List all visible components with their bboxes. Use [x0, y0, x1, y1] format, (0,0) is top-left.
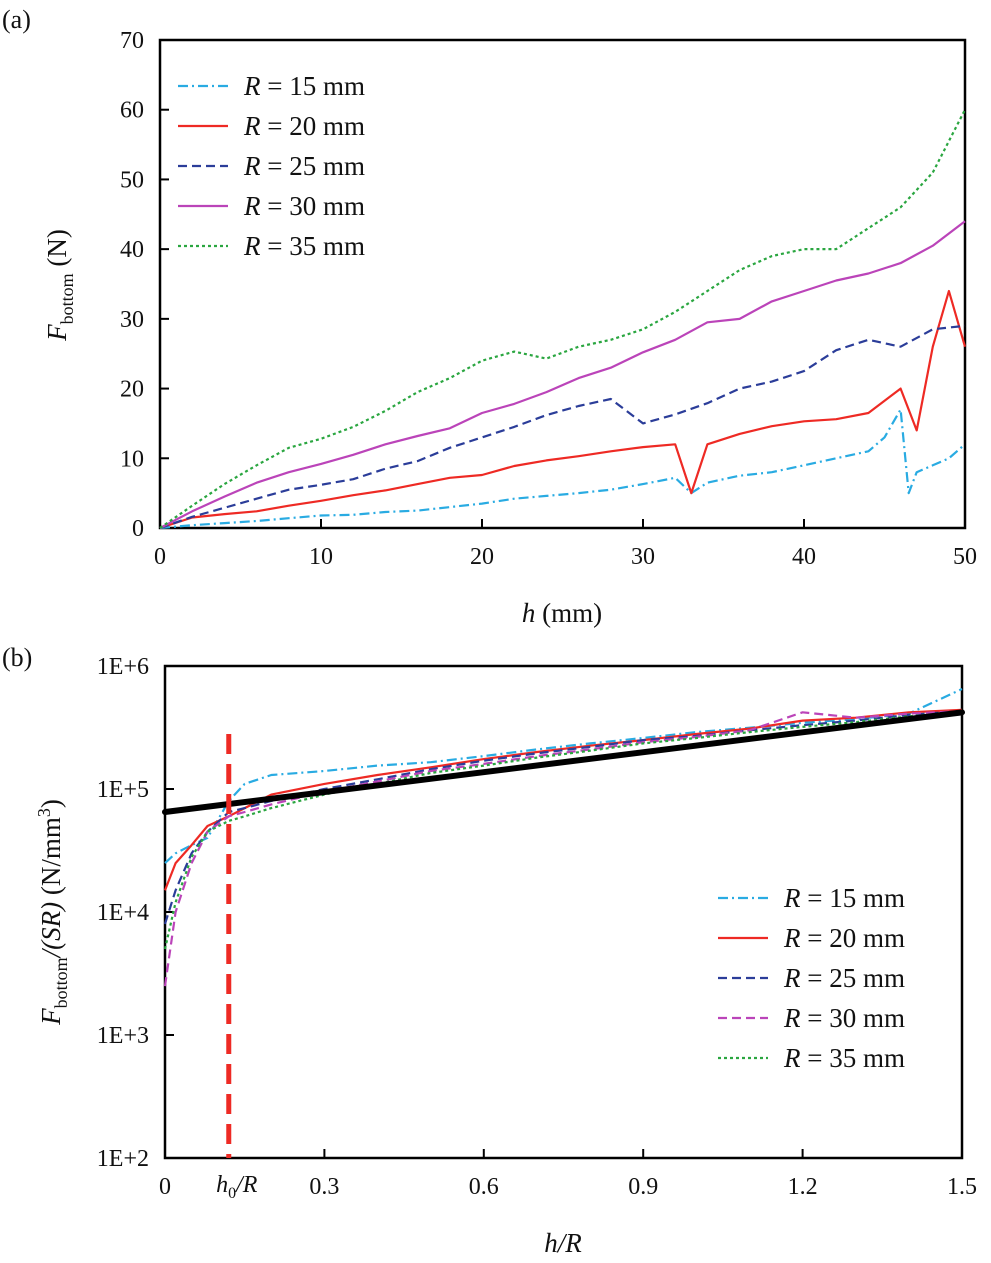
panel-a-x-tick-label: 30 [631, 544, 655, 570]
panel-b-chart: (b) 1E+2 1E+3 1E+4 1E+5 1E+6 0 0.3 0.6 0.9 1.2 1.… [2, 643, 977, 1258]
panel-b-h0-marker: h0/R [216, 734, 258, 1202]
panel-a-legend-label-1: R = 15 mm [243, 71, 365, 101]
panel-a-legend-label-4: R = 30 mm [243, 191, 365, 221]
panel-b-y-ticks: 1E+2 1E+3 1E+4 1E+5 1E+6 [97, 654, 174, 1172]
panel-b-x-tick-label: 0.6 [469, 1174, 499, 1200]
panel-b-legend-label-1: R = 15 mm [783, 883, 905, 913]
panel-a-plot-frame [158, 38, 967, 530]
panel-b-legend-label-4: R = 30 mm [783, 1003, 905, 1033]
panel-b-series-line-4 [163, 710, 963, 987]
panel-a-x-tick-label: 50 [953, 544, 977, 570]
panel-a-x-tick-label: 0 [154, 544, 166, 570]
panel-b-y-axis-label: Fbottom/(SR) (N/mm3) [34, 799, 71, 1026]
panel-b-h0-label: h0/R [216, 1172, 258, 1202]
panel-a-y-ticks: 0 10 20 30 40 50 60 70 [120, 28, 169, 542]
panel-b-legend-label-3: R = 25 mm [783, 963, 905, 993]
panel-a-y-tick-label: 10 [120, 446, 144, 472]
panel-b-series-line-2 [163, 708, 963, 891]
panel-b-x-ticks: 0 0.3 0.6 0.9 1.2 1.5 [159, 1149, 977, 1200]
panel-b-fit-line [162, 709, 965, 816]
panel-a-series [159, 109, 967, 530]
panel-a-y-tick-label: 0 [132, 516, 144, 542]
panel-a-chart: (a) 0 10 20 30 40 50 60 70 0 10 20 30 40 50 R = 15 m… [2, 5, 977, 628]
panel-b-x-tick-label: 0.3 [309, 1174, 339, 1200]
panel-a-legend-label-5: R = 35 mm [243, 231, 365, 261]
panel-a-tag: (a) [2, 5, 31, 34]
panel-b-legend-label-5: R = 35 mm [783, 1043, 905, 1073]
panel-a-legend: R = 15 mm R = 20 mm R = 25 mm R = 30 mm R = … [178, 71, 365, 261]
panel-a-y-tick-label: 50 [120, 167, 144, 193]
panel-a-legend-label-3: R = 25 mm [243, 151, 365, 181]
panel-b-x-tick-label: 0 [159, 1174, 171, 1200]
panel-b-y-tick-label: 1E+6 [97, 654, 149, 680]
panel-b-y-tick-label: 1E+4 [97, 900, 149, 926]
panel-b-series-line-1 [164, 688, 963, 864]
panel-a-legend-label-2: R = 20 mm [243, 111, 365, 141]
panel-b-x-tick-label: 0.9 [628, 1174, 658, 1200]
panel-a-series-line-5 [159, 109, 966, 529]
panel-a-x-tick-label: 40 [792, 544, 816, 570]
panel-b-fit-line-path [162, 709, 965, 816]
panel-b-x-tick-label: 1.2 [788, 1174, 818, 1200]
panel-b-series-line-3 [163, 710, 963, 925]
panel-b-legend: R = 15 mm R = 20 mm R = 25 mm R = 30 mm R = … [718, 883, 905, 1073]
panel-a-x-ticks: 0 10 20 30 40 50 [154, 519, 977, 570]
panel-a-y-tick-label: 30 [120, 307, 144, 333]
panel-a-x-axis-label: h (mm) [522, 598, 602, 628]
panel-a-series-line-3 [159, 324, 966, 530]
panel-b-tag: (b) [2, 643, 32, 672]
panel-a-y-tick-label: 60 [120, 98, 144, 124]
panel-a-series-line-2 [159, 289, 967, 530]
panel-b-legend-label-2: R = 20 mm [783, 923, 905, 953]
panel-a-series-line-4 [159, 220, 966, 529]
panel-b-x-axis-label: h/R [544, 1228, 582, 1258]
panel-a-y-tick-label: 70 [120, 28, 144, 54]
panel-a-y-tick-label: 20 [120, 377, 144, 403]
panel-a-x-tick-label: 20 [470, 544, 494, 570]
panel-b-y-tick-label: 1E+2 [97, 1146, 149, 1172]
panel-a-series-line-1 [159, 408, 966, 530]
panel-a-y-axis-label: Fbottom (N) [42, 229, 77, 342]
panel-a-y-tick-label: 40 [120, 237, 144, 263]
panel-b-x-tick-label: 1.5 [947, 1174, 977, 1200]
panel-b-y-tick-label: 1E+5 [97, 777, 149, 803]
panel-b-y-tick-label: 1E+3 [97, 1023, 149, 1049]
panel-b-series [163, 688, 963, 987]
panel-b-series-line-5 [163, 711, 963, 950]
panel-a-x-tick-label: 10 [309, 544, 333, 570]
